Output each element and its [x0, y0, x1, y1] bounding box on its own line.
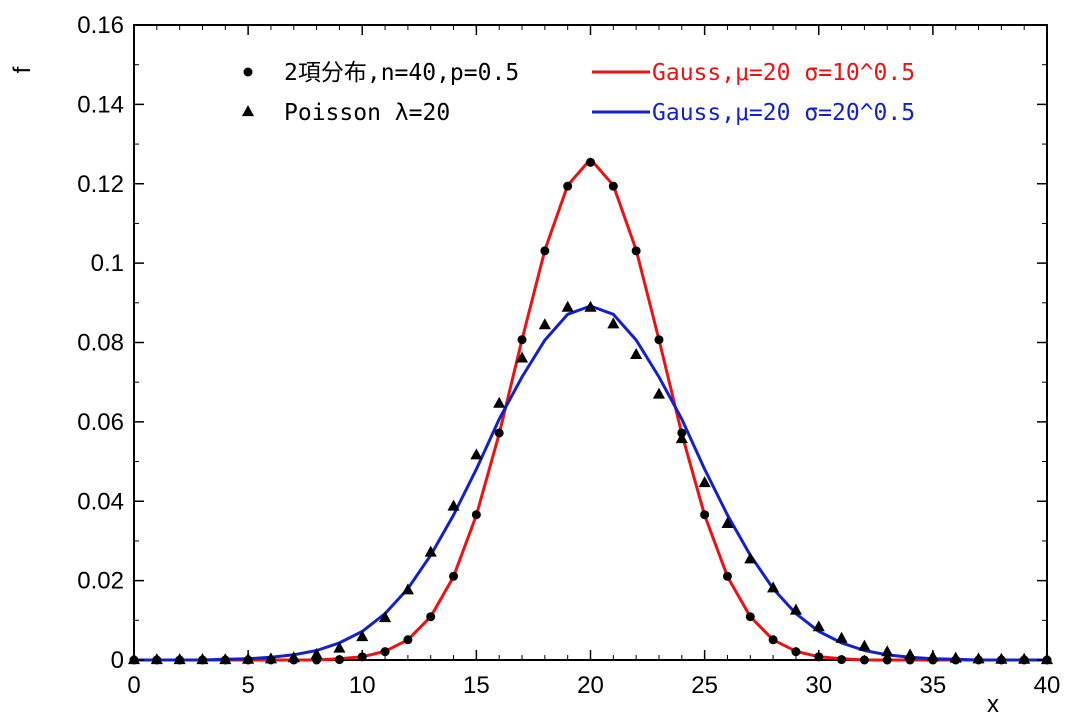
data-point-triangle [379, 611, 392, 623]
data-point-triangle [789, 603, 802, 615]
data-point-triangle [698, 476, 711, 488]
data-point-circle [700, 510, 710, 520]
legend-label: Gauss,μ=20 σ=10^0.5 [652, 60, 915, 86]
data-point-circle [586, 157, 595, 167]
data-point-triangle [812, 620, 825, 632]
legend-marker-circle [243, 67, 253, 77]
series-line [134, 304, 1047, 662]
legend-label: Poisson λ=20 [284, 100, 450, 126]
data-point-triangle [356, 630, 369, 642]
data-point-circle [517, 335, 527, 345]
data-point-triangle [493, 396, 506, 408]
data-point-circle [403, 635, 413, 645]
data-point-circle [426, 612, 436, 622]
x-tick-label: 30 [805, 672, 832, 699]
data-point-triangle [538, 318, 551, 330]
x-tick-label: 5 [241, 672, 254, 699]
data-point-triangle [744, 552, 757, 564]
legend-marker-triangle [241, 105, 255, 117]
y-tick-label: 0.04 [77, 488, 124, 515]
data-point-triangle [904, 648, 917, 660]
data-point-circle [608, 181, 618, 191]
data-point-triangle [652, 387, 666, 399]
data-point-triangle [721, 517, 734, 529]
data-point-circle [540, 246, 550, 256]
data-point-triangle [607, 317, 620, 329]
data-point-triangle [561, 300, 574, 312]
x-tick-label: 15 [463, 672, 490, 699]
data-point-circle [563, 181, 573, 191]
x-tick-label: 20 [577, 672, 604, 699]
data-point-circle [471, 510, 481, 520]
data-point-triangle [310, 648, 323, 660]
y-tick-label: 0.02 [77, 568, 124, 595]
x-axis-label: x [987, 691, 999, 718]
series-line [134, 157, 1047, 662]
data-point-triangle [515, 351, 529, 363]
data-point-triangle [630, 347, 643, 359]
data-point-triangle [470, 448, 483, 460]
y-tick-label: 0.08 [77, 330, 124, 357]
y-tick-label: 0.12 [77, 171, 124, 198]
data-point-circle [654, 335, 664, 345]
y-axis-label: f [9, 66, 36, 73]
data-point-triangle [447, 499, 460, 511]
data-point-triangle [584, 300, 597, 312]
data-point-circle [722, 571, 732, 581]
data-point-circle [745, 612, 755, 622]
data-point-triangle [835, 631, 848, 643]
data-point-circle [380, 647, 390, 657]
x-tick-label: 40 [1034, 672, 1061, 699]
x-tick-label: 35 [920, 672, 947, 699]
data-point-circle [768, 635, 778, 645]
data-point-circle [449, 571, 459, 581]
label-group: x f [9, 66, 999, 718]
y-tick-label: 0.16 [77, 12, 124, 39]
data-point-circle [494, 428, 504, 438]
data-point-triangle [767, 581, 780, 593]
y-tick-label: 0 [111, 647, 124, 674]
data-point-triangle [858, 639, 871, 651]
data-point-circle [791, 647, 801, 657]
data-point-triangle [675, 432, 688, 444]
y-tick-label: 0.1 [91, 250, 124, 277]
x-tick-label: 25 [691, 672, 718, 699]
x-tick-label: 10 [349, 672, 376, 699]
y-tick-label: 0.06 [77, 409, 124, 436]
data-point-triangle [333, 641, 346, 653]
data-point-triangle [881, 645, 894, 657]
series-group [127, 157, 1054, 665]
legend-label: Gauss,μ=20 σ=20^0.5 [652, 100, 915, 126]
legend: 2項分布,n=40,p=0.5 Poisson λ=20 Gauss,μ=20 σ=… [241, 60, 915, 126]
y-tick-label: 0.14 [77, 91, 124, 118]
tick-group: 0 5 10 15 20 25 30 35 40 0 0.02 0.04 0.06 0.08 0.1 0.12… [77, 12, 1060, 699]
data-point-triangle [401, 583, 414, 595]
legend-label: 2項分布,n=40,p=0.5 [284, 60, 519, 86]
data-point-circle [631, 246, 641, 256]
x-tick-label: 0 [127, 672, 140, 699]
data-point-triangle [424, 545, 437, 557]
